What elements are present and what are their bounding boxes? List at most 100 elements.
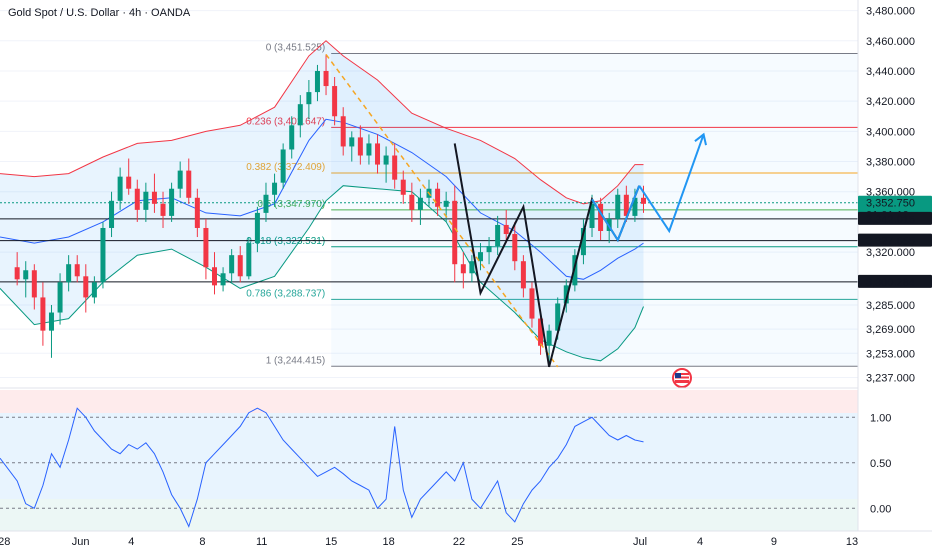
candle-body [623, 194, 629, 216]
candle-body [134, 188, 140, 210]
candle-body [100, 227, 106, 283]
fib-retracement[interactable]: 0 (3,451.525) 0.236 (3,402.647) 0.382 (3,3… [246, 43, 858, 367]
rsi-axis[interactable]: 1.00 0.50 0.00 [870, 412, 891, 515]
candle-body [272, 182, 278, 195]
candle-body [417, 197, 423, 210]
candle-body [23, 270, 29, 280]
candle-body [220, 273, 226, 286]
candle-body [237, 255, 243, 277]
candle-body [126, 176, 132, 189]
candle-body [289, 125, 295, 150]
price-tick-label: 3,320.000 [866, 247, 915, 259]
candle-body [641, 197, 646, 204]
price-tick-label: 3,285.000 [866, 300, 915, 312]
price-label-text: 3,327.655 [866, 236, 915, 248]
fib-level-label: 0.5 (3,347.970) [257, 199, 325, 210]
candle-body [477, 252, 483, 262]
time-axis[interactable]: 28 Jun 4 8 11 15 18 22 25 Jul 4 9 13 [0, 536, 858, 548]
descending-trendline [325, 53, 559, 368]
price-tick-label: 3,237.000 [866, 372, 915, 384]
time-tick-label: 15 [325, 536, 337, 548]
bollinger-band-fill [0, 40, 644, 361]
candle-body [443, 200, 449, 207]
candle-body [580, 227, 586, 256]
price-labels: 3,352.75001:01:193,342.0153,327.6553,300… [858, 195, 932, 289]
candle-body [254, 212, 260, 244]
candle-body [460, 264, 466, 274]
chart-title: Gold Spot / U.S. Dollar · 4h · OANDA [8, 7, 191, 19]
candle-body [409, 194, 415, 210]
projection-path[interactable] [638, 132, 707, 234]
projection-arrowhead [694, 132, 707, 146]
price-tick-label: 3,440.000 [866, 66, 915, 78]
rsi-mid-zone [0, 413, 858, 499]
candle-body [546, 330, 552, 346]
fib-level-label: 1 (3,244.415) [266, 355, 326, 366]
bollinger-fill-area [0, 40, 644, 361]
fib-level-label: 0.786 (3,288.737) [246, 288, 325, 299]
trendline[interactable] [325, 53, 559, 368]
price-tick-label: 3,400.000 [866, 126, 915, 138]
time-tick-label: 18 [383, 536, 395, 548]
candle-body [212, 267, 217, 286]
candle-body [66, 264, 72, 283]
candle-body [83, 276, 89, 298]
candle-body [332, 86, 338, 117]
candle-body [91, 282, 97, 298]
zigzag-pattern[interactable] [453, 143, 641, 368]
price-label-text: 3,342.015 [866, 214, 915, 226]
candle-body [109, 200, 115, 228]
time-tick-label: Jul [633, 536, 647, 548]
price-label-text: 3,352.750 [866, 198, 915, 210]
time-tick-label: Jun [72, 536, 90, 548]
candle-body [529, 288, 535, 319]
fib-level-label: 0.382 (3,372.409) [246, 162, 325, 173]
candle-body [151, 191, 157, 204]
candle-body [74, 264, 80, 277]
candle-body [160, 203, 166, 216]
price-label-box [858, 274, 932, 288]
time-tick-label: 4 [697, 536, 703, 548]
candle-body [538, 318, 544, 346]
candle-body [598, 203, 604, 231]
projection-line [638, 134, 705, 234]
candle-body [263, 194, 269, 213]
candle-body [366, 143, 372, 156]
rsi-overbought-zone [0, 390, 858, 413]
candle-body [14, 267, 20, 280]
candle-body [57, 282, 63, 313]
candle-body [349, 137, 355, 147]
price-tick-label: 3,269.000 [866, 324, 915, 336]
candle-body [246, 243, 252, 277]
price-axis[interactable]: 3,480.000 3,460.000 3,440.000 3,420.000 3,40… [866, 6, 915, 385]
candle-body [469, 261, 475, 274]
rsi-line [0, 407, 644, 528]
time-tick-label: 25 [511, 536, 523, 548]
candle-body [40, 297, 46, 331]
bollinger-upper [0, 40, 644, 205]
candle-body [495, 224, 501, 247]
candle-body [203, 227, 209, 268]
candle-body [503, 224, 509, 235]
price-label-box [858, 211, 932, 225]
candle-body [177, 170, 183, 189]
price-label-box [858, 233, 932, 247]
economic-event-us-flag-icon[interactable] [672, 368, 692, 388]
bollinger-lower [0, 185, 644, 362]
rsi-tick-label: 0.00 [870, 503, 891, 515]
candle-body [486, 246, 492, 253]
candle-body [392, 155, 398, 180]
price-tick-label: 3,420.000 [866, 96, 915, 108]
candle-body [357, 137, 363, 156]
time-tick-label: 22 [453, 536, 465, 548]
candle-body [314, 70, 320, 93]
candle-body [555, 303, 561, 331]
price-tick-label: 3,460.000 [866, 36, 915, 48]
candle-body [512, 234, 518, 262]
candle-body [615, 194, 621, 219]
candle-body [323, 70, 329, 87]
candle-body [143, 191, 149, 210]
